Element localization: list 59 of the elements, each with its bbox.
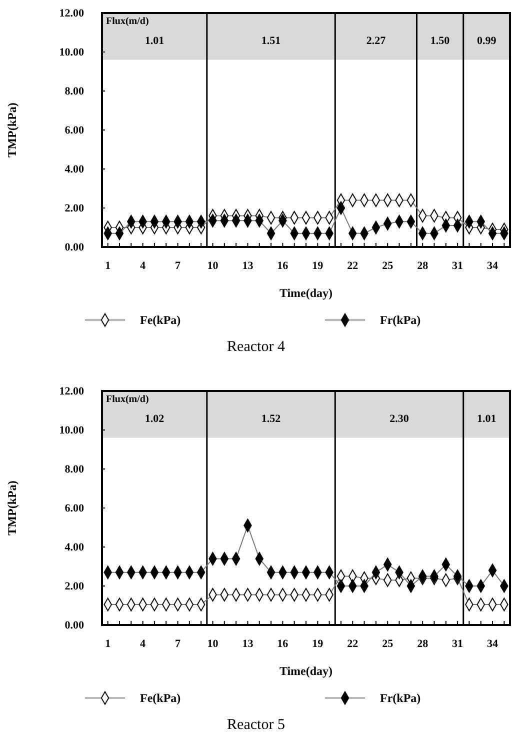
x-tick-label: 10: [207, 638, 219, 650]
y-tick-label: 4.00: [64, 164, 84, 176]
x-tick-label: 1: [105, 260, 111, 272]
x-tick-label: 34: [487, 638, 499, 650]
y-tick-label: 12.00: [59, 386, 84, 398]
y-tick-label: 8.00: [64, 86, 84, 98]
x-tick-label: 28: [417, 638, 429, 650]
x-tick-label: 13: [242, 260, 254, 272]
x-tick-label: 1: [105, 638, 111, 650]
y-tick-label: 6.00: [64, 124, 84, 137]
x-axis-title: Time(day): [279, 664, 333, 678]
y-axis-title: TMP(kPa): [5, 102, 19, 158]
legend-label: Fr(kPa): [380, 691, 421, 705]
x-tick-label: 34: [487, 260, 499, 272]
x-tick-label: 13: [242, 638, 254, 650]
y-axis-title: TMP(kPa): [5, 480, 19, 536]
x-tick-label: 22: [347, 260, 359, 272]
x-tick-label: 4: [140, 260, 146, 272]
annotation: 2.27: [366, 35, 386, 48]
y-tick-label: 2.00: [64, 202, 84, 215]
legend-label: Fe(kPa): [140, 313, 181, 327]
x-tick-label: 16: [277, 638, 289, 650]
annotation: 1.51: [261, 35, 281, 48]
text: Reactor 5: [227, 717, 285, 733]
legend-label: Fe(kPa): [140, 691, 181, 705]
annotation: 0.99: [477, 35, 497, 48]
x-tick-label: 25: [382, 638, 394, 650]
y-tick-label: 0.00: [64, 242, 84, 254]
y-tick-label: 6.00: [64, 502, 84, 515]
y-tick-label: 12.00: [59, 8, 84, 20]
y-tick-label: 8.00: [64, 464, 84, 476]
annotation: 1.01: [477, 413, 496, 426]
text: Reactor 4: [227, 339, 286, 355]
x-tick-label: 31: [452, 638, 464, 650]
x-tick-label: 28: [417, 260, 429, 272]
x-tick-label: 7: [175, 638, 182, 650]
band-label: Flux(m/d): [106, 394, 149, 405]
x-tick-label: 10: [207, 260, 219, 272]
band-label: Flux(m/d): [106, 16, 149, 27]
annotation: 1.52: [261, 413, 282, 426]
legend-label: Fr(kPa): [380, 313, 421, 327]
annotation: 1.02: [144, 413, 165, 426]
x-tick-label: 4: [140, 638, 146, 650]
x-tick-label: 19: [312, 260, 324, 272]
y-tick-label: 4.00: [64, 542, 84, 554]
x-tick-label: 19: [312, 638, 324, 650]
y-tick-label: 10.00: [59, 46, 84, 59]
annotation: 1.01: [144, 35, 164, 48]
x-axis-title: Time(day): [279, 286, 333, 300]
x-tick-label: 7: [175, 260, 182, 272]
annotation: 1.50: [430, 35, 450, 48]
y-tick-label: 0.00: [64, 620, 84, 632]
annotation: 2.30: [390, 413, 410, 426]
x-tick-label: 16: [277, 260, 289, 272]
y-tick-label: 10.00: [59, 424, 84, 437]
y-tick-label: 2.00: [64, 580, 84, 593]
x-tick-label: 22: [347, 638, 359, 650]
x-tick-label: 25: [382, 260, 394, 272]
x-tick-label: 31: [452, 260, 464, 272]
